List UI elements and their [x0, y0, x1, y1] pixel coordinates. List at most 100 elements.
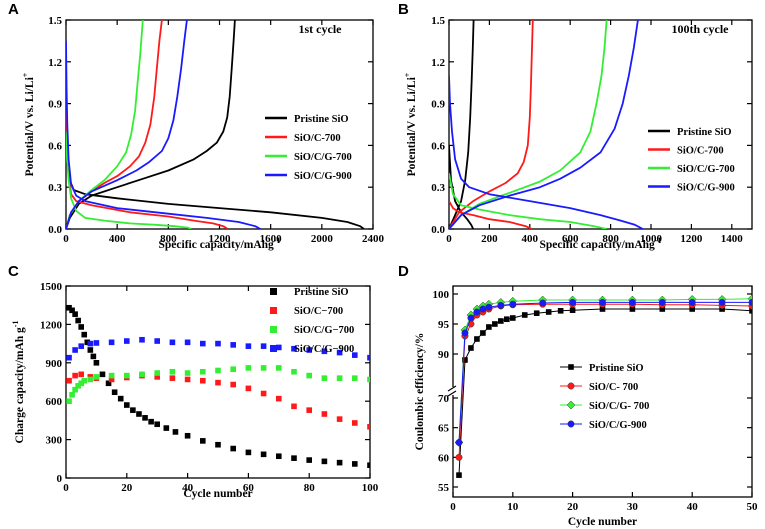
- series-sio-c-700: [449, 20, 534, 229]
- series-sio-c-g-900: [66, 336, 370, 361]
- curve-charge: [66, 20, 144, 229]
- panel-b: B 0 200 400 600 800 1000 1200 1400 0.0 0.3 0.6 0.9 1.…: [398, 1, 753, 251]
- data-point: [276, 344, 282, 351]
- legend-label: SiO/C-700: [677, 146, 724, 157]
- data-point: [215, 367, 221, 374]
- data-point: [352, 461, 358, 467]
- data-point: [75, 317, 81, 324]
- legend-item-sio-c-700: SiO/C-700: [648, 146, 724, 157]
- legend-item-pristine-sio: Pristine SiO: [648, 127, 732, 138]
- data-point: [474, 336, 480, 342]
- x-axis-label: Cycle number: [183, 488, 252, 500]
- legend-label: SiO/C/G-700: [677, 164, 735, 175]
- legend-swatch: [270, 326, 277, 333]
- data-point: [719, 306, 725, 312]
- data-point: [93, 374, 100, 380]
- data-point: [117, 395, 124, 402]
- data-point: [659, 306, 666, 312]
- x-axis-label: Specific capacity/mAhg-1: [159, 236, 281, 251]
- data-point: [321, 458, 328, 465]
- data-point: [352, 420, 358, 426]
- data-point: [260, 365, 267, 371]
- x-tick-label: 1000: [640, 233, 663, 245]
- data-point: [72, 372, 78, 379]
- panel-a: A 0 400 800 1200 1600 2000 2400 0.0 0.3 0.6 0.9 1.2 1…: [8, 1, 385, 251]
- y-axis-label: Coulombic efficiency/%: [414, 333, 426, 451]
- data-point: [245, 343, 252, 349]
- y-tick-label: 100: [433, 289, 450, 301]
- legend-label: SiO/C- 700: [589, 382, 638, 393]
- y-tick-label: 0.0: [431, 224, 445, 236]
- data-point: [66, 354, 72, 361]
- y-tick-label: 1.2: [48, 57, 62, 69]
- legend-label: Pristine SiO: [677, 127, 732, 138]
- data-point: [599, 298, 606, 306]
- series-sio-c-700: [66, 20, 229, 229]
- legend-item-sio-c-g-900: SiO/C/G−900: [270, 344, 354, 355]
- data-point: [545, 309, 552, 315]
- y-axis-label: Potential/V vs. Li/Li+: [403, 72, 418, 176]
- y-tick-label: 1.2: [431, 57, 445, 69]
- plot-frame: [448, 19, 753, 230]
- data-point: [245, 449, 252, 456]
- panel-letter: B: [398, 1, 409, 18]
- axis-break-mark: [447, 385, 457, 397]
- legend-item-sio-c-g-900: SiO/C/G-900: [648, 183, 735, 194]
- y-tick-label: 1200: [40, 319, 63, 331]
- data-point: [81, 331, 88, 338]
- data-point: [169, 368, 176, 375]
- curve-charge: [449, 20, 534, 229]
- data-point: [492, 321, 498, 327]
- x-tick-label: 40: [182, 482, 194, 494]
- legend-label: SiO/C−700: [294, 306, 343, 317]
- data-point: [163, 425, 170, 431]
- data-point: [111, 389, 118, 396]
- panel-letter: A: [8, 1, 19, 18]
- data-point: [629, 306, 636, 312]
- data-point: [142, 415, 148, 421]
- series-pristine-sio: [66, 304, 370, 468]
- data-point: [557, 308, 564, 314]
- data-point: [245, 385, 252, 392]
- data-point: [72, 347, 78, 353]
- legend-swatch: [270, 307, 277, 314]
- data-point: [628, 298, 636, 306]
- curve-discharge: [449, 75, 644, 229]
- legend-label: SiO/C/G-700: [294, 152, 352, 163]
- curve-charge: [449, 20, 639, 229]
- legend: Pristine SiO SiO/C-700 SiO/C/G-700 SiO/C/G-…: [265, 114, 352, 182]
- legend-label: Pristine SiO: [294, 287, 349, 298]
- data-point: [291, 403, 297, 410]
- panel-d: D 0 10 20 30 40 50 55 60 65 70 90 95 100 Cycle number C…: [398, 263, 758, 528]
- y-tick-label: 1.5: [48, 15, 62, 27]
- data-point: [336, 349, 343, 356]
- x-tick-label: 400: [109, 233, 126, 245]
- data-point: [260, 390, 267, 397]
- legend-item-sio-c-g-700: SiO/C/G−700: [270, 325, 354, 336]
- x-tick-label: 0: [446, 233, 452, 245]
- x-tick-label: 0: [450, 501, 456, 513]
- data-point: [230, 381, 236, 388]
- data-point: [84, 339, 91, 346]
- legend-label: SiO/C/G-900: [677, 183, 735, 194]
- data-point: [169, 375, 176, 381]
- data-point: [456, 472, 462, 478]
- data-point: [66, 304, 72, 311]
- legend: Pristine SiO SiO/C- 700 SiO/C/G- 700 SiO/C/…: [560, 363, 649, 431]
- legend-swatch: [270, 345, 277, 352]
- data-point: [533, 310, 540, 316]
- data-point: [108, 376, 115, 383]
- x-tick-label: 2400: [362, 233, 385, 245]
- data-point: [718, 298, 726, 306]
- panel-c: C 0 20 40 60 80 100 0 300 600 900 1200 1500 Cycle num…: [8, 263, 379, 500]
- data-point: [78, 380, 84, 387]
- data-point: [72, 386, 78, 393]
- legend-label: SiO/C/G-900: [589, 420, 647, 431]
- cycle-label: 100th cycle: [672, 22, 730, 36]
- data-point: [599, 306, 606, 312]
- curve-discharge: [66, 131, 192, 229]
- data-point: [66, 377, 72, 384]
- data-point: [184, 376, 191, 383]
- data-point: [108, 339, 115, 346]
